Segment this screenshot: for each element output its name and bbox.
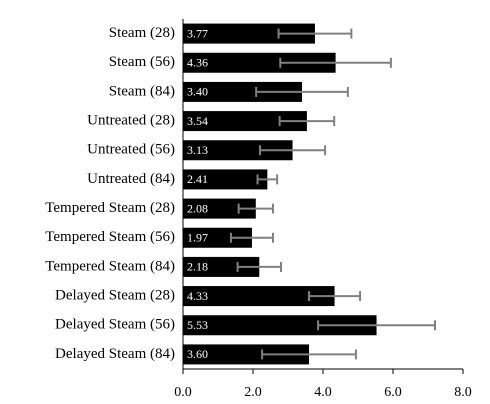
y-tick-label: Delayed Steam (84)	[55, 346, 175, 362]
value-label: 3.13	[187, 143, 208, 157]
bar	[183, 256, 260, 277]
error-bar	[308, 291, 362, 302]
error-bar	[259, 145, 327, 156]
y-tick-label: Untreated (56)	[87, 142, 175, 158]
value-label: 3.54	[187, 114, 208, 128]
x-tick-label: 2.0	[244, 385, 262, 400]
error-bar	[229, 232, 274, 243]
value-label: 2.08	[187, 201, 208, 215]
y-tick-label: Delayed Steam (28)	[55, 288, 175, 304]
x-tick-label: 6.0	[384, 385, 402, 400]
value-label: 4.36	[187, 56, 208, 70]
bar	[183, 344, 309, 365]
y-tick-label: Tempered Steam (56)	[45, 229, 175, 245]
value-label: 2.18	[187, 260, 208, 274]
error-bar	[279, 57, 392, 68]
y-tick-label: Untreated (84)	[87, 171, 175, 187]
bar	[183, 198, 256, 219]
error-bar	[317, 320, 436, 331]
error-bar	[236, 261, 282, 272]
value-label: 5.53	[187, 318, 208, 332]
bar	[183, 286, 335, 307]
y-tick-label: Steam (56)	[109, 54, 175, 70]
x-tick-label: 0.0	[174, 385, 192, 400]
y-tick-label: Delayed Steam (56)	[55, 317, 175, 333]
bar	[183, 169, 268, 190]
value-label: 4.33	[187, 289, 208, 303]
y-tick-label: Steam (28)	[109, 25, 175, 41]
bar	[183, 52, 336, 73]
x-tick-label: 4.0	[314, 385, 332, 400]
error-bar	[277, 28, 353, 39]
y-tick-label: Tempered Steam (28)	[45, 200, 175, 216]
bar	[183, 23, 315, 44]
bar	[183, 81, 302, 102]
value-label: 3.40	[187, 85, 208, 99]
bar	[183, 140, 293, 161]
y-tick-label: Steam (84)	[109, 83, 175, 99]
value-label: 3.60	[187, 347, 208, 361]
value-label: 1.97	[187, 231, 208, 245]
error-bar	[278, 116, 336, 127]
y-tick-label: Untreated (28)	[87, 113, 175, 129]
value-label: 3.77	[187, 26, 208, 40]
error-bar	[237, 203, 274, 214]
x-tick-label: 8.0	[454, 385, 472, 400]
bar	[183, 315, 377, 336]
y-tick-label: Tempered Steam (84)	[45, 258, 175, 274]
bar	[183, 111, 307, 132]
error-bar	[255, 86, 349, 97]
error-bar	[256, 174, 279, 185]
value-label: 2.41	[187, 172, 208, 186]
error-bar	[261, 349, 357, 360]
bar	[183, 227, 252, 248]
